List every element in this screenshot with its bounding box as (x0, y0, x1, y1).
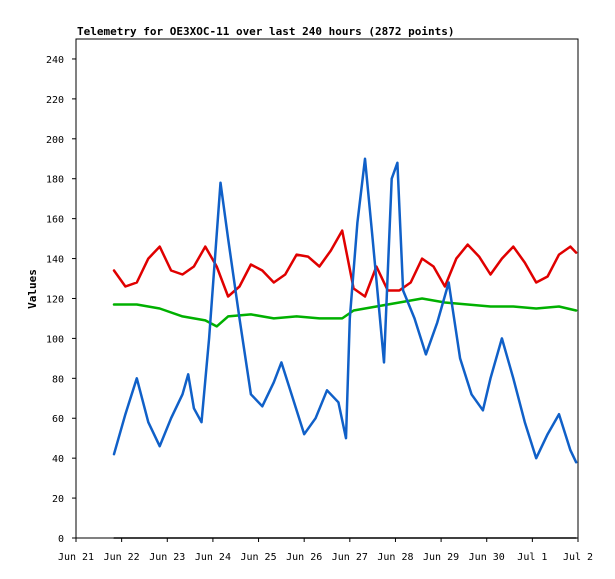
y-tick-label: 180 (46, 175, 64, 186)
x-tick-label: Jun 27 (332, 552, 368, 563)
x-tick-label: Jun 24 (195, 552, 231, 563)
x-tick-label: Jun 21 (58, 552, 94, 563)
x-tick-label: Jun 30 (469, 552, 505, 563)
series-line-1 (112, 229, 578, 298)
series-line-2 (112, 297, 578, 328)
plot-area-frame (75, 38, 579, 539)
x-tick-label: Jul 2 (563, 552, 593, 563)
y-tick-label: 220 (46, 95, 64, 106)
axes: 0 20 40 60 80 100 120 140 160 180 200 220 240 Jun 21 J… (46, 55, 593, 563)
y-tick-label: 240 (46, 55, 64, 66)
y-tick-label: 60 (52, 414, 64, 425)
y-tick-label: 0 (58, 534, 64, 545)
series-line-3 (112, 157, 578, 464)
y-tick-label: 200 (46, 135, 64, 146)
x-tick-label: Jun 23 (149, 552, 185, 563)
y-tick-label: 20 (52, 494, 64, 505)
y-axis-label: Values (26, 269, 39, 309)
x-tick-label: Jul 1 (517, 552, 547, 563)
y-tick-label: 80 (52, 374, 64, 385)
x-tick-label: Jun 22 (104, 552, 140, 563)
x-tick-label: Jun 26 (286, 552, 322, 563)
y-tick-label: 160 (46, 215, 64, 226)
y-tick-label: 40 (52, 454, 64, 465)
y-tick-label: 100 (46, 334, 64, 345)
x-tick-label: Jun 25 (240, 552, 276, 563)
x-tick-label: Jun 29 (423, 552, 459, 563)
y-tick-label: 120 (46, 294, 64, 305)
series-layer (112, 157, 578, 539)
chart-title: Telemetry for OE3XOC-11 over last 240 ho… (77, 25, 455, 38)
y-tick-label: 140 (46, 255, 64, 266)
x-tick-label: Jun 28 (377, 552, 413, 563)
